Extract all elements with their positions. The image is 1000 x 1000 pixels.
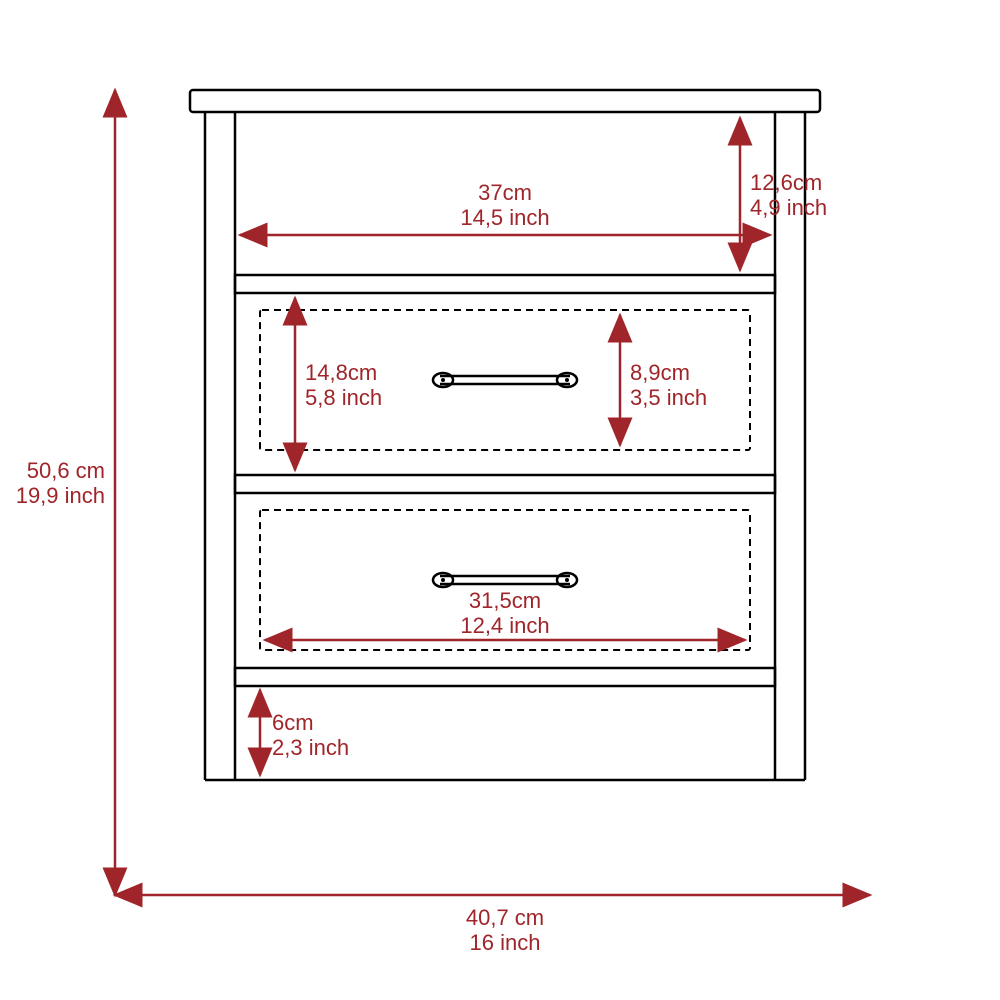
dim-top-opening-inch: 4,9 inch bbox=[750, 195, 827, 220]
dim-leg-height-inch: 2,3 inch bbox=[272, 735, 349, 760]
dim-inner-width-inch: 14,5 inch bbox=[460, 205, 549, 230]
shelf-1 bbox=[235, 275, 775, 293]
dim-front-height-inch: 3,5 inch bbox=[630, 385, 707, 410]
dim-inner-width-cm: 37cm bbox=[478, 180, 532, 205]
shelf-3 bbox=[235, 668, 775, 686]
dim-top-opening-cm: 12,6cm bbox=[750, 170, 822, 195]
dim-slot-height-cm: 14,8cm bbox=[305, 360, 377, 385]
dim-total-height-inch: 19,9 inch bbox=[16, 483, 105, 508]
dim-front-height-cm: 8,9cm bbox=[630, 360, 690, 385]
handle-1 bbox=[433, 373, 577, 387]
top-board bbox=[190, 90, 820, 112]
dim-leg-height-cm: 6cm bbox=[272, 710, 314, 735]
dim-total-width-cm: 40,7 cm bbox=[466, 905, 544, 930]
handle-2 bbox=[433, 573, 577, 587]
dim-total-height-cm: 50,6 cm bbox=[27, 458, 105, 483]
dim-total-width-inch: 16 inch bbox=[470, 930, 541, 955]
shelf-2 bbox=[235, 475, 775, 493]
dim-slot-height-inch: 5,8 inch bbox=[305, 385, 382, 410]
dimension-diagram: 50,6 cm 19,9 inch 40,7 cm 16 inch 37cm 1… bbox=[0, 0, 1000, 1000]
dim-front-width-inch: 12,4 inch bbox=[460, 613, 549, 638]
dim-front-width-cm: 31,5cm bbox=[469, 588, 541, 613]
